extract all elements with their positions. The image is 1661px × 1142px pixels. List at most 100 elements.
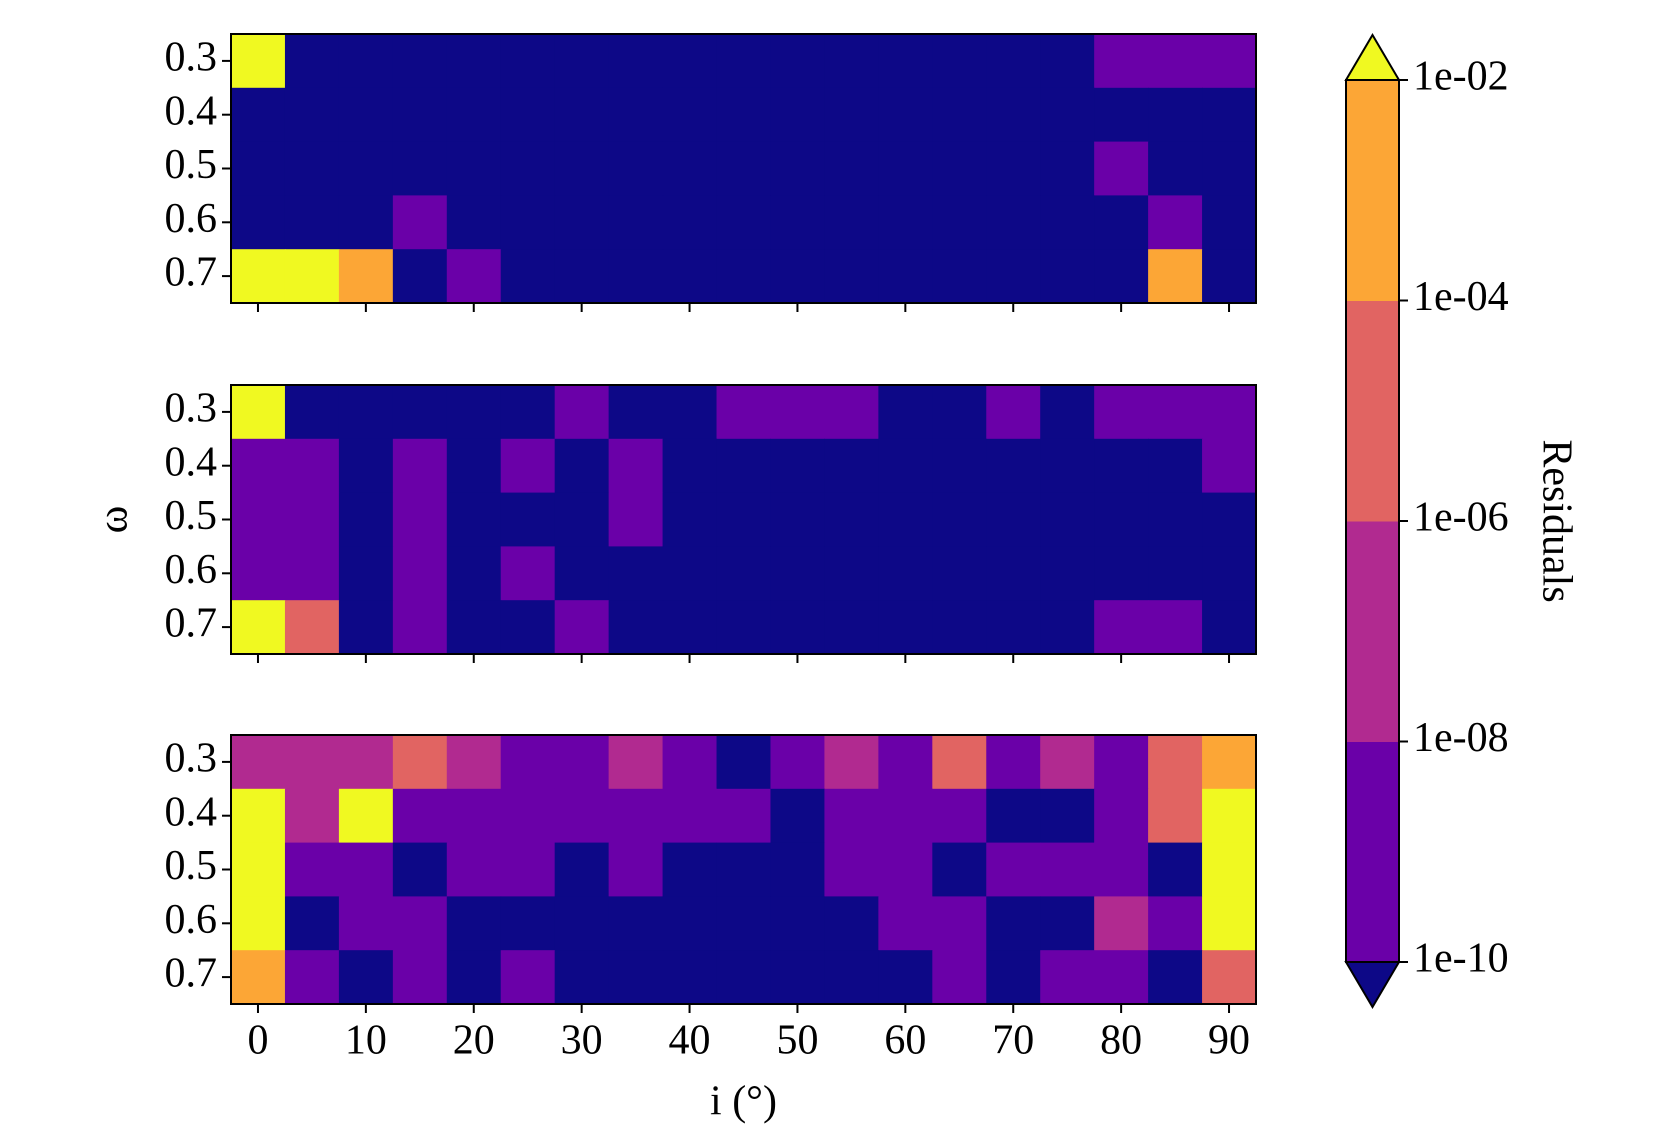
heatmap-cell	[1202, 34, 1257, 89]
heatmap-cell	[662, 600, 718, 655]
heatmap-cell	[662, 896, 718, 951]
heatmap-cell	[824, 385, 879, 440]
heatmap-cell	[1040, 492, 1095, 547]
heatmap-cell	[824, 249, 879, 304]
heatmap-cell	[770, 788, 825, 844]
heatmap-cell	[1094, 195, 1149, 250]
heatmap-cell	[662, 492, 718, 547]
x-axis-label: i (°)	[710, 1079, 777, 1125]
heatmap-cell	[608, 600, 664, 655]
heatmap-cell	[878, 735, 933, 790]
heatmap-cell	[284, 141, 340, 196]
heatmap-cell	[608, 788, 664, 844]
y-tick-label: 0.6	[165, 897, 218, 943]
heatmap-cell	[500, 950, 556, 1005]
heatmap-cell	[446, 735, 502, 790]
heatmap-cell	[986, 249, 1041, 304]
heatmap-cell	[1148, 492, 1203, 547]
heatmap-cell	[986, 842, 1041, 897]
heatmap-cell	[1040, 788, 1095, 844]
heatmap-cell	[554, 788, 610, 844]
heatmap-cell	[1148, 546, 1203, 601]
heatmap-cell	[716, 249, 771, 304]
heatmap-cell	[878, 950, 933, 1005]
y-tick-label: 0.7	[165, 951, 218, 997]
heatmap-cell	[446, 600, 502, 655]
heatmap-cell	[500, 141, 556, 196]
heatmap-cell	[392, 249, 448, 304]
heatmap-cell	[338, 492, 394, 547]
heatmap-cell	[284, 950, 340, 1005]
heatmap-cell	[1148, 842, 1203, 897]
colorbar-segment	[1346, 521, 1399, 742]
heatmap-cell	[1094, 600, 1149, 655]
heatmap-cell	[284, 87, 340, 143]
heatmap-cell	[284, 735, 340, 790]
heatmap-cell	[878, 438, 933, 494]
heatmap-cell	[392, 87, 448, 143]
heatmap-cell	[878, 87, 933, 143]
colorbar-tick-label: 1e-10	[1413, 936, 1509, 982]
heatmap-cell	[1094, 87, 1149, 143]
heatmap-cell	[284, 546, 340, 601]
heatmap-cell	[392, 141, 448, 196]
heatmap-cell	[608, 34, 664, 89]
heatmap-cell	[392, 842, 448, 897]
heatmap-cell	[608, 438, 664, 494]
heatmap-cell	[986, 788, 1041, 844]
heatmap-cell	[231, 600, 286, 655]
heatmap-cell	[1148, 438, 1203, 494]
colorbar-segment	[1346, 300, 1399, 522]
heatmap-cell	[500, 195, 556, 250]
heatmap-cell	[878, 896, 933, 951]
heatmap-cell	[608, 195, 664, 250]
heatmap-cell	[1094, 492, 1149, 547]
heatmap-cell	[716, 87, 771, 143]
heatmap-cell	[1148, 195, 1203, 250]
heatmap-cell	[1202, 735, 1257, 790]
heatmap-cell	[392, 950, 448, 1005]
heatmap-cell	[824, 600, 879, 655]
heatmap-cell	[824, 788, 879, 844]
heatmap-cell	[446, 546, 502, 601]
colorbar-tick-label: 1e-02	[1413, 54, 1509, 100]
y-tick-label: 0.6	[165, 196, 218, 242]
heatmap-cell	[338, 195, 394, 250]
heatmap-cell	[824, 87, 879, 143]
heatmap-cell	[770, 385, 825, 440]
heatmap-cell	[1040, 735, 1095, 790]
heatmap-cell	[770, 546, 825, 601]
heatmap-cell	[446, 385, 502, 440]
heatmap-cell	[662, 788, 718, 844]
heatmap-cell	[608, 735, 664, 790]
heatmap-cell	[716, 842, 771, 897]
heatmap-cell	[662, 950, 718, 1005]
heatmap-cell	[500, 34, 556, 89]
heatmap-cell	[1094, 735, 1149, 790]
heatmap-cell	[284, 438, 340, 494]
heatmap-cell	[392, 600, 448, 655]
heatmap-cell	[932, 492, 987, 547]
heatmap-cell	[500, 385, 556, 440]
heatmap-cell	[824, 34, 879, 89]
heatmap-cell	[716, 788, 771, 844]
heatmap-cell	[770, 141, 825, 196]
heatmap-cell	[1040, 195, 1095, 250]
colorbar-over	[1344, 33, 1401, 81]
heatmap-cell	[392, 735, 448, 790]
heatmap-cell	[986, 546, 1041, 601]
x-tick-label: 80	[1100, 1018, 1142, 1064]
heatmap-cell	[932, 788, 987, 844]
heatmap-cell	[932, 438, 987, 494]
heatmap-cell	[770, 735, 825, 790]
heatmap-cell	[878, 141, 933, 196]
heatmap-cell	[716, 735, 771, 790]
colorbar-tick-label: 1e-06	[1413, 495, 1509, 541]
heatmap-cell	[1040, 385, 1095, 440]
heatmap-cell	[770, 950, 825, 1005]
heatmap-cell	[878, 842, 933, 897]
heatmap-cell	[986, 950, 1041, 1005]
heatmap-cell	[1148, 788, 1203, 844]
heatmap-cell	[392, 438, 448, 494]
